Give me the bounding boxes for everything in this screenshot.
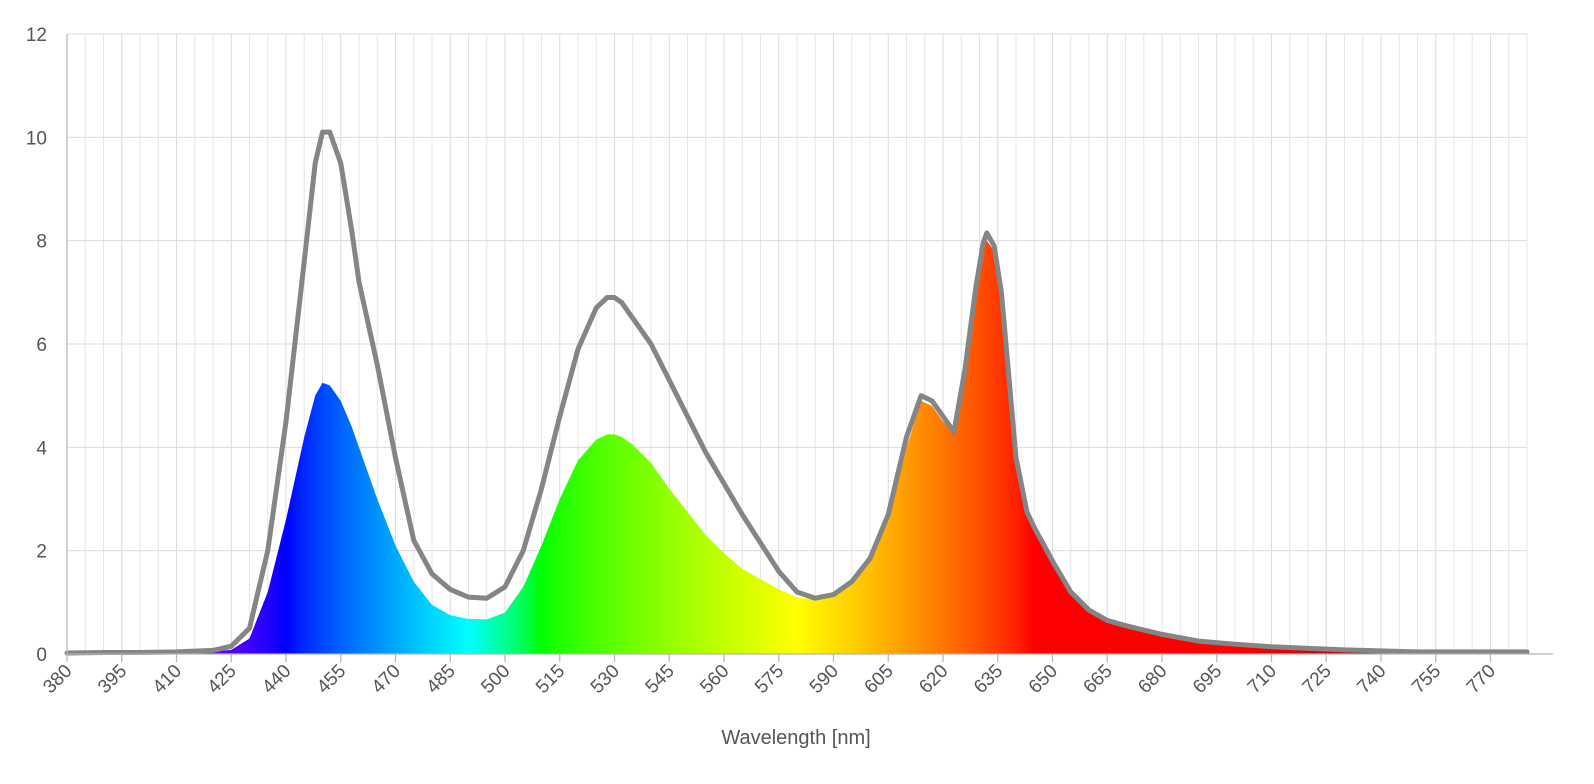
x-tick-label: 470 <box>368 661 405 698</box>
x-tick-label: 380 <box>39 661 76 698</box>
x-tick-label: 425 <box>204 661 241 698</box>
x-tick-label: 410 <box>149 661 186 698</box>
x-tick-label: 440 <box>258 661 295 698</box>
x-tick-label: 665 <box>1080 661 1117 698</box>
x-tick-label: 635 <box>970 661 1007 698</box>
x-tick-label: 710 <box>1244 661 1281 698</box>
x-tick-label: 620 <box>915 661 952 698</box>
y-tick-label: 12 <box>26 25 47 46</box>
x-tick-label: 605 <box>861 661 898 698</box>
y-tick-label: 10 <box>26 128 47 149</box>
x-tick-label: 575 <box>751 661 788 698</box>
x-tick-label: 590 <box>806 661 843 698</box>
y-tick-label: 8 <box>36 232 47 253</box>
gray-series-line <box>64 129 1530 656</box>
x-tick-label: 755 <box>1408 661 1445 698</box>
y-axis-ticks: 0 2 4 6 8 10 12 <box>26 25 48 666</box>
gray-curve <box>64 129 1530 656</box>
y-tick-label: 2 <box>36 542 47 563</box>
y-tick-label: 4 <box>36 438 47 459</box>
x-tick-label: 695 <box>1189 661 1226 698</box>
axes <box>66 34 1553 655</box>
x-tick-label: 545 <box>642 661 679 698</box>
x-tick-label: 485 <box>423 661 460 698</box>
x-tick-label: 515 <box>532 661 569 698</box>
x-tick-label: 680 <box>1134 661 1171 698</box>
x-tick-label: 455 <box>313 661 350 698</box>
spectral-fill-area <box>67 240 1527 655</box>
y-tick-label: 0 <box>36 645 47 666</box>
y-tick-label: 6 <box>36 335 47 356</box>
x-tick-label: 725 <box>1299 661 1336 698</box>
x-axis-title: Wavelength [nm] <box>721 727 870 749</box>
x-tick-label: 530 <box>587 661 624 698</box>
x-tick-label: 650 <box>1025 661 1062 698</box>
x-tick-label: 770 <box>1463 661 1500 698</box>
spectral-area <box>67 240 1527 655</box>
x-axis-ticks: 380 395 410 425 440 455 470 485 500 515 530 545 560 5… <box>39 654 1500 698</box>
x-tick-label: 740 <box>1353 661 1390 698</box>
x-tick-label: 500 <box>477 661 514 698</box>
x-tick-label: 395 <box>94 661 131 698</box>
x-tick-label: 560 <box>696 661 733 698</box>
